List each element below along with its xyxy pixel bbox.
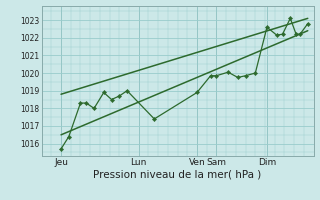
X-axis label: Pression niveau de la mer( hPa ): Pression niveau de la mer( hPa ) — [93, 170, 262, 180]
